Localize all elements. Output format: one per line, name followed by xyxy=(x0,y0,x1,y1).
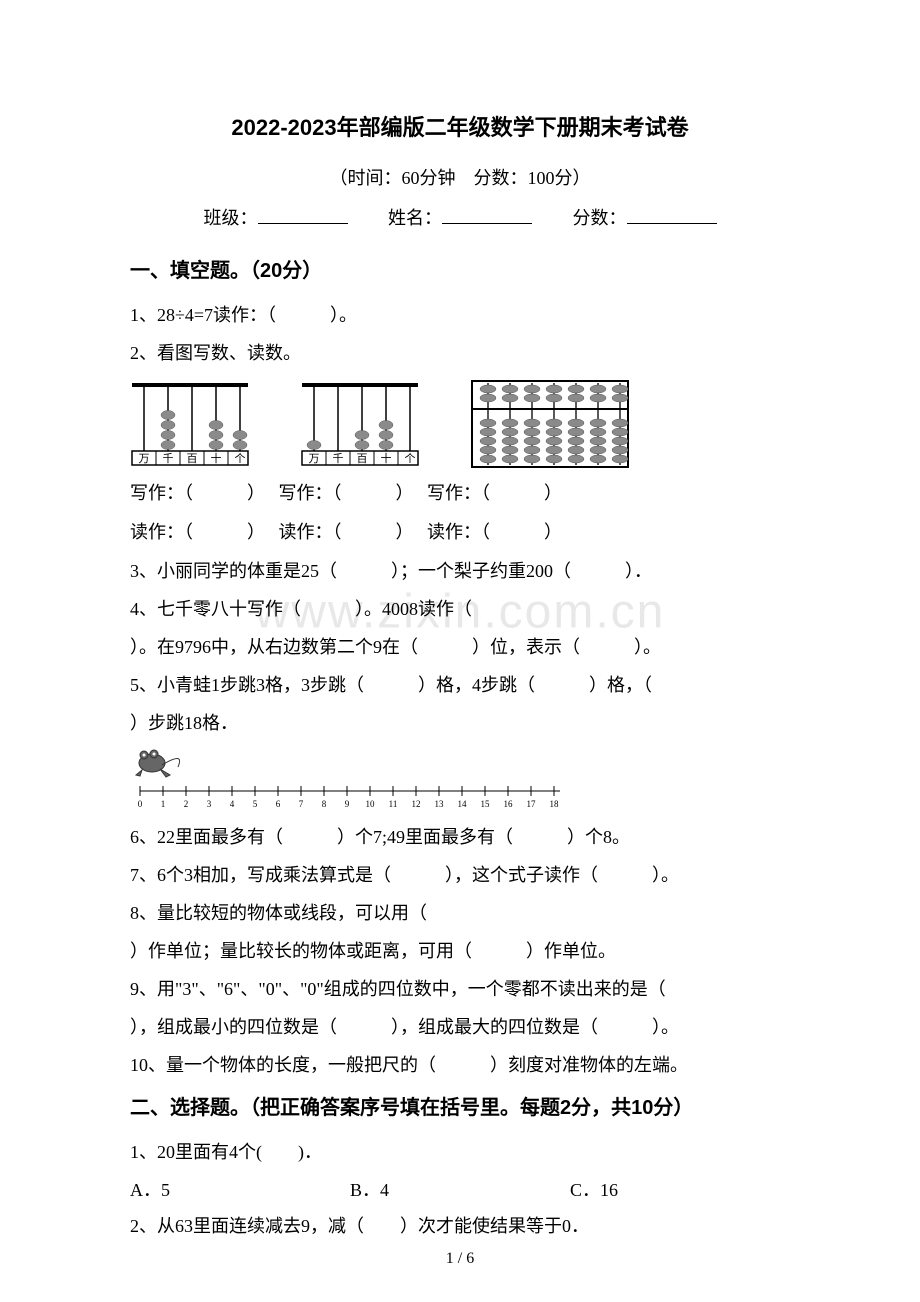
svg-text:万: 万 xyxy=(309,453,320,465)
svg-text:千: 千 xyxy=(333,452,344,465)
svg-text:8: 8 xyxy=(322,799,327,809)
svg-text:百: 百 xyxy=(357,453,368,465)
q7: 7、6个3相加，写成乘法算式是（ ），这个式子读作（ ）。 xyxy=(130,857,790,893)
q10: 10、量一个物体的长度，一般把尺的（ ）刻度对准物体的左端。 xyxy=(130,1047,790,1083)
choice-c: C．16 xyxy=(570,1172,790,1208)
q6: 6、22里面最多有（ ）个7;49里面最多有（ ）个8。 xyxy=(130,819,790,855)
page-number: 1 / 6 xyxy=(446,1250,474,1268)
page-content: 2022-2023年部编版二年级数学下册期末考试卷 （时间：60分钟 分数：10… xyxy=(130,110,790,1244)
abacus-3 xyxy=(470,379,630,469)
svg-text:12: 12 xyxy=(412,799,421,809)
svg-text:万: 万 xyxy=(139,453,150,465)
q9a: 9、用"3"、"6"、"0"、"0"组成的四位数中，一个零都不读出来的是（ xyxy=(130,971,790,1007)
q3: 3、小丽同学的体重是25（ ）；一个梨子约重200（ ）． xyxy=(130,553,790,589)
student-info-line: 班级： 姓名： 分数： xyxy=(130,204,790,230)
svg-text:13: 13 xyxy=(435,799,445,809)
score-blank xyxy=(627,204,717,224)
svg-text:10: 10 xyxy=(366,799,376,809)
number-line: 0123 4567 891011 12131415 161718 xyxy=(130,783,570,811)
svg-text:4: 4 xyxy=(230,799,235,809)
s2-q1: 1、20里面有4个( )． xyxy=(130,1134,790,1170)
read-line: 读作：（ ） 读作：（ ） 读作：（ ） xyxy=(130,514,790,551)
q4b: ）。在9796中，从右边数第二个9在（ ）位，表示（ ）。 xyxy=(130,629,790,665)
svg-text:5: 5 xyxy=(253,799,258,809)
frog-icon xyxy=(130,747,180,779)
svg-text:1: 1 xyxy=(161,799,166,809)
svg-text:6: 6 xyxy=(276,799,281,809)
svg-text:2: 2 xyxy=(184,799,189,809)
s2-q2: 2、从63里面连续减去9，减（ ）次才能使结果等于0． xyxy=(130,1208,790,1244)
section2-header: 二、选择题。（把正确答案序号填在括号里。每题2分，共10分） xyxy=(130,1091,790,1120)
q5a: 5、小青蛙1步跳3格，3步跳（ ）格，4步跳（ ）格，（ xyxy=(130,667,790,703)
svg-text:百: 百 xyxy=(187,453,198,465)
write-line: 写作：（ ） 写作：（ ） 写作：（ ） xyxy=(130,475,790,512)
svg-text:0: 0 xyxy=(138,799,143,809)
svg-text:11: 11 xyxy=(389,799,398,809)
q4a: 4、七千零八十写作（ ）。4008读作（ xyxy=(130,591,790,627)
q5b: ）步跳18格． xyxy=(130,705,790,741)
svg-text:7: 7 xyxy=(299,799,304,809)
choice-b: B．4 xyxy=(350,1172,570,1208)
exam-title: 2022-2023年部编版二年级数学下册期末考试卷 xyxy=(130,110,790,142)
q1: 1、28÷4=7读作：（ ）。 xyxy=(130,297,790,333)
q8b: ）作单位；量比较长的物体或距离，可用（ ）作单位。 xyxy=(130,933,790,969)
section1-header: 一、填空题。（20分） xyxy=(130,254,790,283)
abacus-row: 万千百 十个 万千百 xyxy=(130,379,790,469)
name-blank xyxy=(442,204,532,224)
svg-text:18: 18 xyxy=(550,799,560,809)
svg-text:十: 十 xyxy=(381,451,392,465)
abacus-1: 万 千 百 十个 xyxy=(130,379,250,469)
choice-a: A．5 xyxy=(130,1172,350,1208)
svg-text:14: 14 xyxy=(458,799,468,809)
abacus-2: 万 千 百 十个 xyxy=(300,379,420,469)
q2: 2、看图写数、读数。 xyxy=(130,335,790,371)
svg-text:3: 3 xyxy=(207,799,212,809)
s2-q1-choices: A．5 B．4 C．16 xyxy=(130,1172,790,1208)
svg-text:9: 9 xyxy=(345,799,350,809)
svg-text:16: 16 xyxy=(504,799,514,809)
svg-text:15: 15 xyxy=(481,799,491,809)
svg-text:个: 个 xyxy=(405,452,416,465)
svg-text:十: 十 xyxy=(211,451,222,465)
q9b: ），组成最小的四位数是（ ），组成最大的四位数是（ ）。 xyxy=(130,1009,790,1045)
class-blank xyxy=(258,204,348,224)
class-label: 班级： xyxy=(204,208,258,228)
score-label: 分数： xyxy=(573,208,627,228)
name-label: 姓名： xyxy=(388,208,442,228)
svg-text:千: 千 xyxy=(163,452,174,465)
svg-text:17: 17 xyxy=(527,799,537,809)
exam-subtitle: （时间：60分钟 分数：100分） xyxy=(130,164,790,190)
q8a: 8、量比较短的物体或线段，可以用（ xyxy=(130,895,790,931)
svg-text:个: 个 xyxy=(235,452,246,465)
